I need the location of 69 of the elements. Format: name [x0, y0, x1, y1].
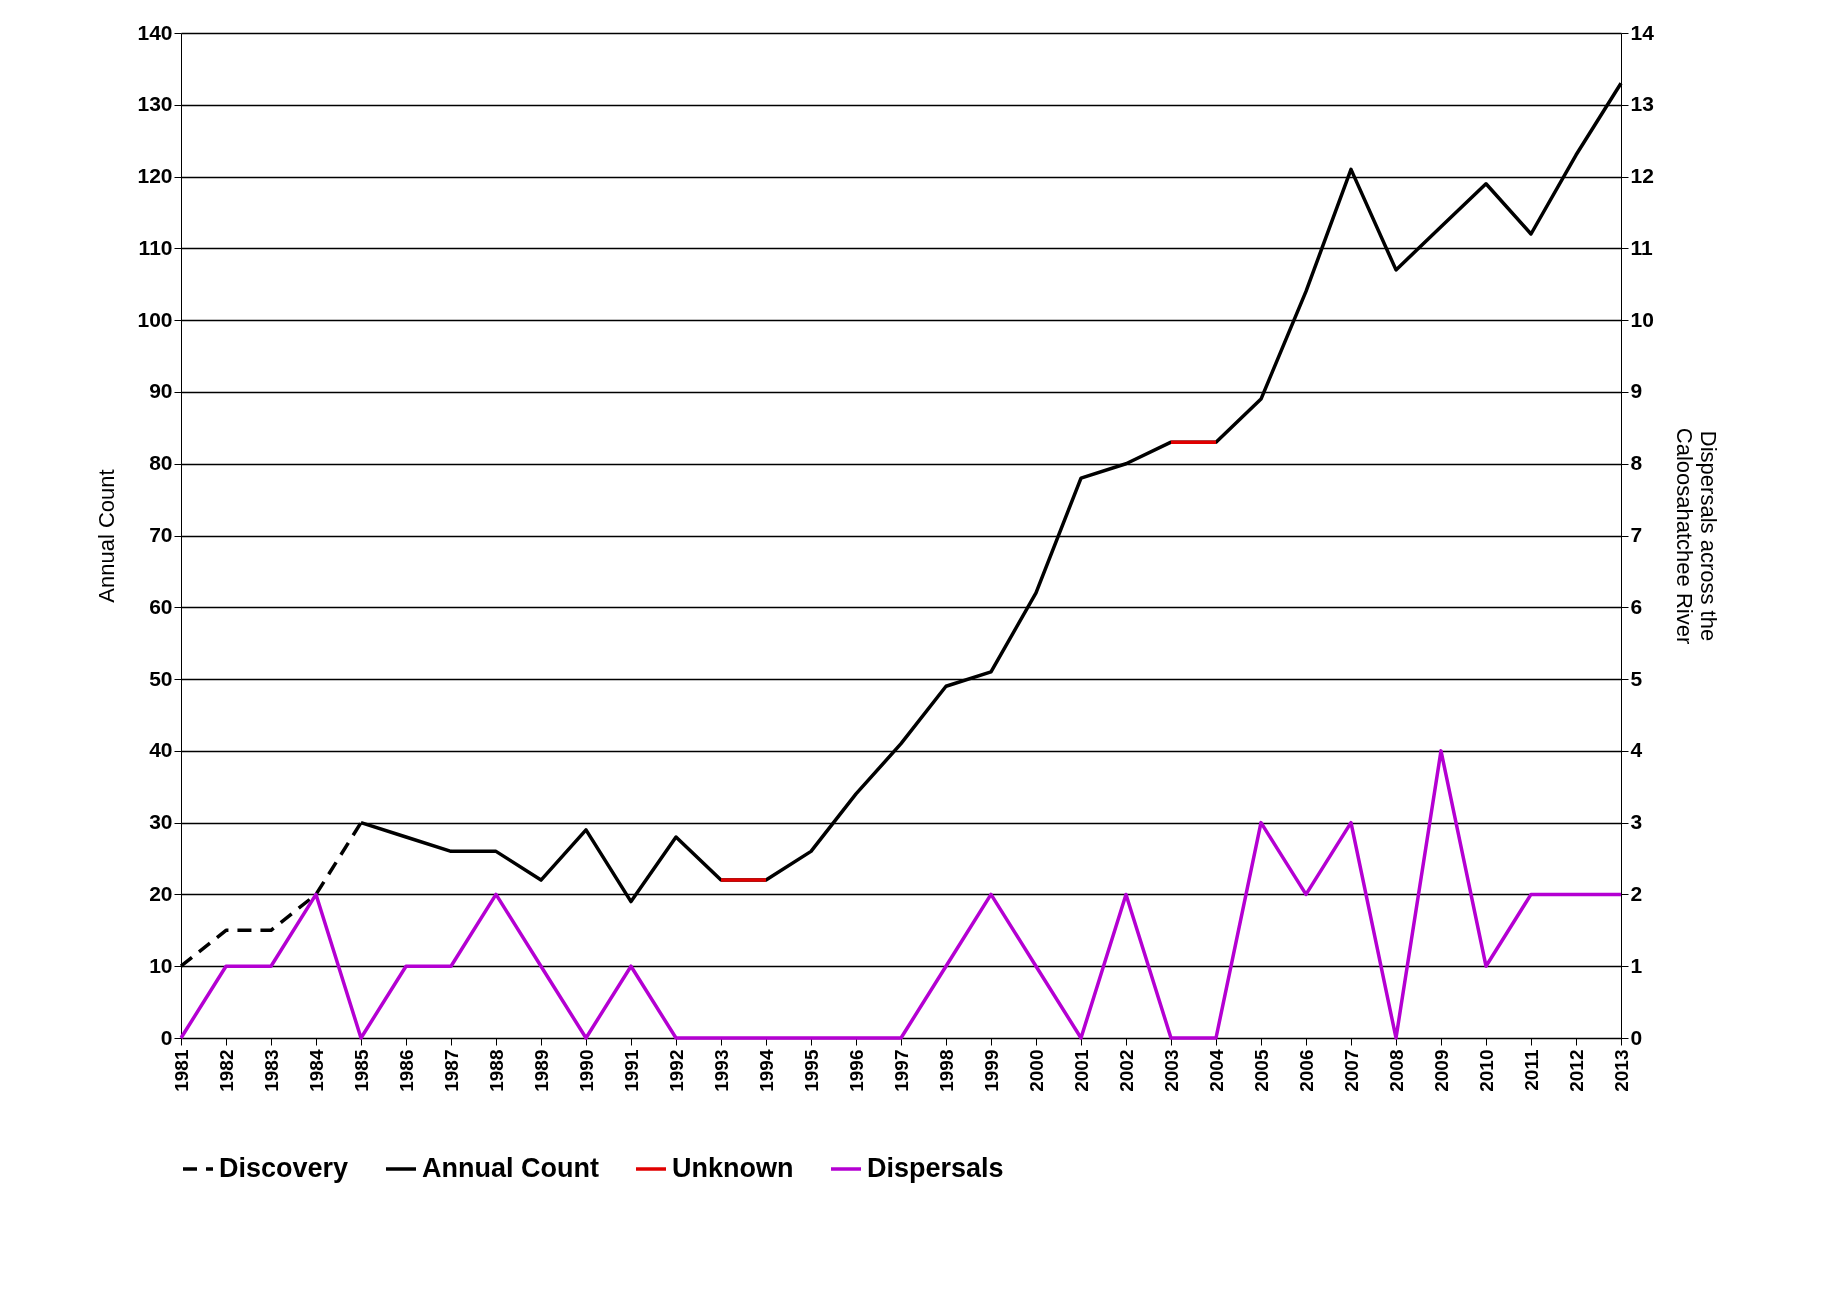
x-tick-label: 1999	[980, 1049, 1002, 1092]
y-axis-title: Annual Count	[94, 469, 120, 603]
x-tick-label: 1983	[260, 1049, 282, 1092]
y2-tick-label: 6	[1630, 594, 1643, 618]
x-tick-label: 1987	[440, 1049, 462, 1092]
x-tick-label: 1981	[170, 1049, 192, 1092]
x-tick-label: 1988	[485, 1049, 507, 1092]
x-tick-label: 1996	[845, 1049, 867, 1092]
y-tick-label: 70	[149, 523, 173, 546]
y2-tick-label: 2	[1630, 881, 1643, 905]
legend-label: Annual Count	[422, 1153, 599, 1183]
x-tick-label: 2005	[1250, 1049, 1272, 1092]
y2-tick-label: 5	[1630, 666, 1643, 690]
x-tick-label: 1982	[215, 1049, 237, 1092]
y2-tick-label: 3	[1630, 810, 1643, 834]
x-tick-label: 1986	[395, 1049, 417, 1092]
legend-label: Discovery	[219, 1153, 349, 1183]
y-tick-label: 50	[149, 666, 173, 690]
x-tick-label: 2008	[1385, 1049, 1407, 1092]
x-tick-label: 2011	[1520, 1049, 1542, 1091]
y2-tick-label: 8	[1630, 451, 1643, 475]
y2-tick-label: 1	[1630, 953, 1643, 977]
x-tick-label: 1991	[620, 1049, 642, 1092]
legend-label: Unknown	[672, 1153, 794, 1183]
x-tick-label: 1994	[755, 1049, 777, 1092]
y2-tick-label: 7	[1630, 523, 1643, 546]
y-tick-label: 20	[149, 881, 173, 905]
y-tick-label: 0	[160, 1025, 173, 1049]
x-tick-label: 2013	[1610, 1049, 1632, 1092]
y2-tick-label: 11	[1630, 235, 1654, 259]
x-tick-label: 1992	[665, 1049, 687, 1092]
x-tick-label: 1993	[710, 1049, 732, 1092]
y-tick-label: 130	[137, 92, 173, 116]
y-tick-label: 10	[149, 953, 173, 977]
x-tick-label: 1985	[350, 1049, 372, 1092]
y2-tick-label: 9	[1630, 379, 1643, 403]
y2-axis-title: Dispersals across the Caloosahatchee River	[1671, 427, 1721, 645]
y2-tick-label: 14	[1630, 20, 1655, 44]
y-tick-label: 40	[149, 738, 173, 762]
x-tick-label: 2002	[1115, 1049, 1137, 1092]
x-tick-label: 1989	[530, 1049, 552, 1092]
y-tick-label: 30	[149, 810, 173, 834]
x-tick-label: 1984	[305, 1049, 327, 1092]
x-tick-label: 2010	[1475, 1049, 1497, 1092]
x-tick-label: 2001	[1070, 1049, 1092, 1092]
y-tick-label: 90	[149, 379, 173, 403]
x-tick-label: 2009	[1430, 1049, 1452, 1092]
legend-label: Dispersals	[867, 1153, 1004, 1183]
y2-tick-label: 13	[1630, 92, 1654, 116]
x-tick-label: 1990	[575, 1049, 597, 1092]
y-tick-label: 120	[137, 164, 173, 188]
y2-tick-label: 10	[1630, 307, 1654, 331]
y2-tick-label: 0	[1630, 1025, 1643, 1049]
x-tick-label: 2006	[1295, 1049, 1317, 1092]
y2-tick-label: 12	[1630, 164, 1654, 188]
y-tick-label: 100	[137, 307, 173, 331]
x-tick-label: 2003	[1160, 1049, 1182, 1092]
y-tick-label: 80	[149, 451, 173, 475]
x-tick-label: 2000	[1025, 1049, 1047, 1092]
x-tick-label: 1998	[935, 1049, 957, 1092]
y-tick-label: 110	[138, 235, 173, 259]
x-tick-label: 1997	[890, 1049, 912, 1092]
y2-tick-label: 4	[1630, 738, 1643, 762]
y-tick-label: 60	[149, 594, 173, 618]
x-tick-label: 2007	[1340, 1049, 1362, 1092]
x-tick-label: 2004	[1205, 1049, 1227, 1092]
x-tick-label: 2012	[1565, 1049, 1587, 1092]
x-tick-label: 1995	[800, 1049, 822, 1092]
y-tick-label: 140	[137, 20, 173, 44]
